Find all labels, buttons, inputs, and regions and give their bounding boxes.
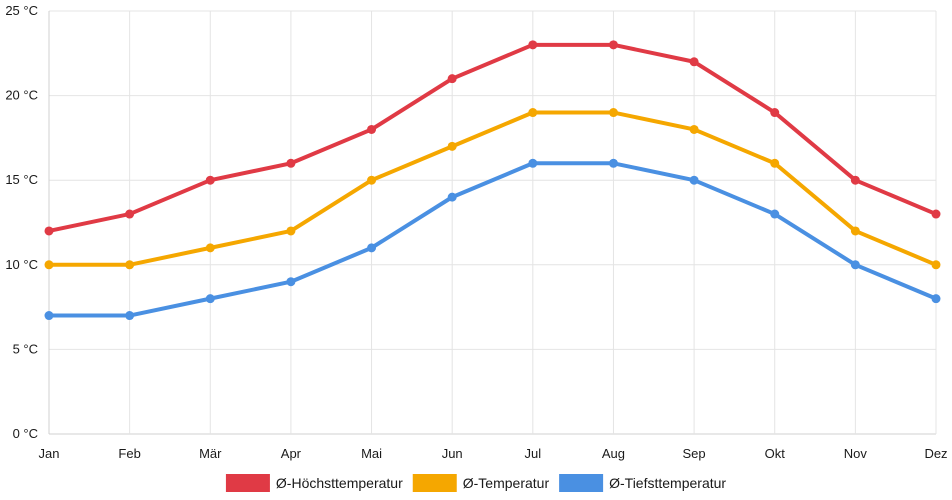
legend-label: Ø-Tiefsttemperatur bbox=[609, 475, 726, 491]
data-point[interactable] bbox=[125, 311, 135, 321]
data-point[interactable] bbox=[125, 209, 135, 219]
data-point[interactable] bbox=[528, 40, 538, 50]
data-point[interactable] bbox=[44, 226, 54, 236]
legend-label: Ø-Temperatur bbox=[463, 475, 550, 491]
data-point[interactable] bbox=[850, 260, 860, 270]
data-point[interactable] bbox=[205, 243, 215, 253]
x-tick-label: Nov bbox=[844, 446, 868, 461]
x-tick-label: Sep bbox=[683, 446, 706, 461]
x-tick-label: Apr bbox=[281, 446, 302, 461]
data-point[interactable] bbox=[447, 74, 457, 84]
legend-swatch bbox=[559, 474, 604, 492]
data-point[interactable] bbox=[528, 158, 538, 168]
data-point[interactable] bbox=[286, 226, 296, 236]
data-point[interactable] bbox=[528, 108, 538, 118]
y-axis: 0 °C 5 °C 10 °C 15 °C 20 °C 25 °C bbox=[5, 3, 38, 441]
x-axis: Jan Feb Mär Apr Mai Jun Jul Aug Sep Okt Nov Dez bbox=[39, 446, 948, 461]
data-point[interactable] bbox=[850, 226, 860, 236]
series-line bbox=[47, 42, 938, 233]
data-point[interactable] bbox=[850, 175, 860, 185]
x-tick-label: Okt bbox=[765, 446, 786, 461]
data-point[interactable] bbox=[367, 124, 377, 134]
series-line bbox=[47, 161, 938, 318]
y-tick-label: 5 °C bbox=[13, 341, 38, 356]
y-tick-label: 25 °C bbox=[5, 3, 38, 18]
data-point[interactable] bbox=[689, 124, 699, 134]
x-tick-label: Mai bbox=[361, 446, 382, 461]
data-point[interactable] bbox=[205, 294, 215, 304]
data-point[interactable] bbox=[447, 141, 457, 151]
x-tick-label: Dez bbox=[924, 446, 947, 461]
x-tick-label: Jul bbox=[525, 446, 542, 461]
legend-item-max[interactable]: Ø-Höchsttemperatur bbox=[225, 474, 403, 492]
x-tick-label: Jan bbox=[39, 446, 60, 461]
x-tick-label: Aug bbox=[602, 446, 625, 461]
data-point[interactable] bbox=[286, 277, 296, 287]
data-point[interactable] bbox=[770, 158, 780, 168]
data-point[interactable] bbox=[447, 192, 457, 202]
data-point[interactable] bbox=[931, 209, 941, 219]
legend-item-avg[interactable]: Ø-Temperatur bbox=[412, 474, 550, 492]
data-point[interactable] bbox=[931, 260, 941, 270]
data-point[interactable] bbox=[367, 243, 377, 253]
series-line bbox=[47, 110, 938, 267]
y-tick-label: 15 °C bbox=[5, 172, 38, 187]
data-point[interactable] bbox=[689, 175, 699, 185]
legend: Ø-Höchsttemperatur Ø-Temperatur Ø-Tiefstte… bbox=[225, 474, 726, 492]
data-point[interactable] bbox=[44, 260, 54, 270]
series-avg bbox=[44, 108, 941, 270]
legend-swatch bbox=[412, 474, 457, 492]
grid-layer bbox=[48, 10, 937, 435]
y-tick-label: 0 °C bbox=[13, 426, 38, 441]
data-point[interactable] bbox=[125, 260, 135, 270]
data-point[interactable] bbox=[608, 40, 618, 50]
data-point[interactable] bbox=[205, 175, 215, 185]
y-tick-label: 10 °C bbox=[5, 257, 38, 272]
data-point[interactable] bbox=[931, 294, 941, 304]
series-max bbox=[44, 40, 941, 236]
series-min bbox=[44, 158, 941, 321]
data-point[interactable] bbox=[608, 108, 618, 118]
series-layer bbox=[44, 40, 941, 321]
x-tick-label: Feb bbox=[118, 446, 140, 461]
legend-label: Ø-Höchsttemperatur bbox=[276, 475, 403, 491]
data-point[interactable] bbox=[770, 108, 780, 118]
data-point[interactable] bbox=[770, 209, 780, 219]
data-point[interactable] bbox=[44, 311, 54, 321]
y-tick-label: 20 °C bbox=[5, 88, 38, 103]
data-point[interactable] bbox=[608, 158, 618, 168]
x-tick-label: Mär bbox=[199, 446, 222, 461]
data-point[interactable] bbox=[367, 175, 377, 185]
data-point[interactable] bbox=[689, 57, 699, 67]
x-tick-label: Jun bbox=[442, 446, 463, 461]
data-point[interactable] bbox=[286, 158, 296, 168]
legend-item-min[interactable]: Ø-Tiefsttemperatur bbox=[559, 474, 726, 492]
legend-swatch bbox=[225, 474, 270, 492]
